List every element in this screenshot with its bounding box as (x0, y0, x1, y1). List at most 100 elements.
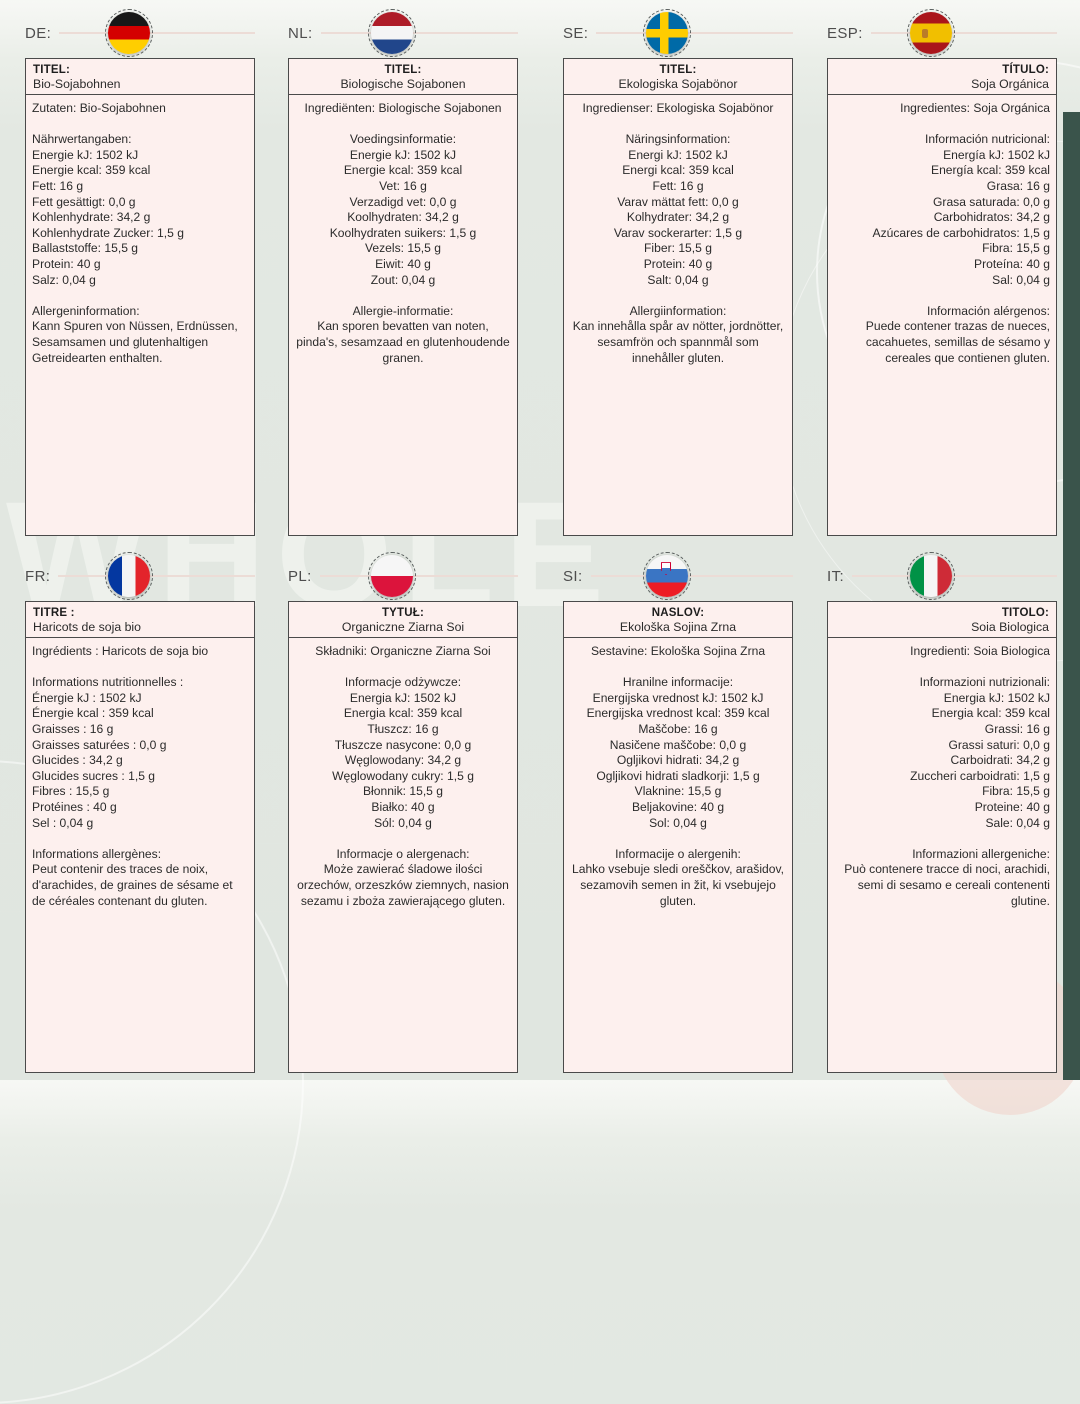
card-text-line: Varav mättat fett: 0,0 g (617, 194, 739, 209)
card-body: Zutaten: Bio-Sojabohnen Nährwertangaben: E… (26, 95, 254, 372)
card-text-line: Fibra: 15,5 g (982, 241, 1050, 256)
card-title-block: TÍTULO: Soja Orgánica (828, 59, 1056, 95)
card-text-line: Graisses saturées : 0,0 g (32, 737, 167, 752)
panel-header: SE: (563, 8, 793, 58)
title-field-label: TITEL: (33, 64, 70, 76)
panel-nl: NL: TITEL: Biologische Sojabonen Ingredi… (288, 8, 518, 536)
card-body: Składniki: Organiczne Ziarna Soi Informac… (289, 638, 517, 915)
card-title-block: TITOLO: Soia Biologica (828, 602, 1056, 638)
card-text-line: Può contenere tracce di noci, arachidi, … (844, 862, 1050, 908)
card-text-line: Sal: 0,04 g (992, 272, 1050, 287)
card-text-line: Maščobe: 16 g (638, 721, 718, 736)
card-text-line: Vezels: 15,5 g (365, 241, 441, 256)
spacer-line (570, 660, 786, 676)
spacer-line (32, 831, 248, 847)
card-text-line: Kan innehålla spår av nötter, jordnötter… (572, 319, 784, 365)
card-text-line: Fibres : 15,5 g (32, 784, 110, 799)
poland-flag-icon (367, 552, 416, 600)
header-divider-line (59, 32, 255, 34)
france-flag-icon (104, 552, 153, 600)
card-text-line: Koolhydraten suikers: 1,5 g (329, 225, 477, 240)
card-body: Ingrediënten: Biologische Sojabonen Voedi… (289, 95, 517, 372)
card-text-line: Informacije o alergenih: (615, 846, 741, 861)
nutrition-label-card: NASLOV: Ekološka Sojina Zrna Sestavine: … (563, 601, 793, 1073)
card-text-line: Énergie kcal : 359 kcal (32, 706, 154, 721)
card-text-line: Protéines : 40 g (32, 799, 117, 814)
card-text-line: Koolhydraten: 34,2 g (347, 210, 459, 225)
product-title: Ekološka Sojina Zrna (619, 620, 737, 634)
panel-header: ESP: (827, 8, 1057, 58)
product-title: Ekologiska Sojabönor (618, 77, 738, 91)
card-body: Sestavine: Ekološka Sojina Zrna Hranilne … (564, 638, 792, 915)
card-text-line: Informations nutritionnelles : (32, 675, 184, 690)
card-text-line: Ingredientes: Soja Orgánica (900, 101, 1050, 115)
spacer-line (570, 117, 786, 133)
card-text-line: Tłuszcze nasycone: 0,0 g (334, 737, 472, 752)
panel-header: DE: (25, 8, 255, 58)
card-text-line: Składniki: Organiczne Ziarna Soi (315, 644, 491, 658)
title-field-label: TITRE : (33, 607, 75, 619)
card-text-line: Ballaststoffe: 15,5 g (32, 241, 139, 256)
card-text-line: Ingrédients : Haricots de soja bio (32, 644, 209, 658)
card-text-line: Glucides : 34,2 g (32, 753, 123, 768)
card-text-line: Fibra: 15,5 g (982, 784, 1050, 799)
panel-it: IT: TITOLO: Soia Biologica Ingredienti: … (827, 551, 1057, 1073)
card-text-line: Nährwertangaben: (32, 132, 132, 147)
card-text-line: Sale: 0,04 g (985, 815, 1050, 830)
card-text-line: Proteine: 40 g (974, 799, 1050, 814)
language-code-label: SI: (563, 567, 583, 585)
spacer-line (295, 831, 511, 847)
card-body: Ingredienser: Ekologiska Sojabönor Näring… (564, 95, 792, 372)
card-text-line: Energía kJ: 1502 kJ (943, 147, 1050, 162)
card-text-line: Kan sporen bevatten van noten, pinda's, … (296, 319, 510, 365)
card-text-line: Ingredienti: Soia Biologica (910, 644, 1050, 658)
card-text-line: Fett gesättigt: 0,0 g (32, 194, 136, 209)
card-title-block: TITEL: Bio-Sojabohnen (26, 59, 254, 95)
card-text-line: Verzadigd vet: 0,0 g (349, 194, 457, 209)
product-title: Biologische Sojabonen (340, 77, 466, 91)
card-text-line: Ingredienser: Ekologiska Sojabönor (582, 101, 774, 115)
card-text-line: Lahko vsebuje sledi oreščkov, arašidov, … (572, 862, 784, 908)
language-code-label: IT: (827, 567, 845, 585)
panel-pl: PL: TYTUŁ: Organiczne Ziarna Soi Składni… (288, 551, 518, 1073)
panel-es: ESP: TÍTULO: Soja Orgánica Ingredientes:… (827, 8, 1057, 536)
title-field-label: NASLOV: (651, 607, 705, 619)
card-text-line: Kohlenhydrate: 34,2 g (32, 210, 151, 225)
card-text-line: Carboidrati: 34,2 g (950, 753, 1051, 768)
card-text-line: Ingrediënten: Biologische Sojabonen (304, 101, 502, 115)
card-text-line: Proteína: 40 g (974, 256, 1050, 271)
card-text-line: Zuccheri carboidrati: 1,5 g (910, 768, 1050, 783)
card-text-line: Vet: 16 g (379, 178, 427, 193)
header-divider-line (58, 575, 255, 577)
card-text-line: Może zawierać śladowe ilości orzechów, o… (297, 862, 509, 908)
card-text-line: Zutaten: Bio-Sojabohnen (32, 101, 166, 115)
panel-fr: FR: TITRE : Haricots de soja bio Ingrédi… (25, 551, 255, 1073)
language-code-label: PL: (288, 567, 312, 585)
card-text-line: Energi kcal: 359 kcal (622, 163, 734, 178)
language-code-label: SE: (563, 24, 589, 42)
card-text-line: Allergiinformation: (629, 303, 727, 318)
card-text-line: Informacje odżywcze: (344, 675, 462, 690)
card-text-line: Peut contenir des traces de noix, d'arac… (32, 862, 233, 908)
nutrition-label-card: TITEL: Bio-Sojabohnen Zutaten: Bio-Sojab… (25, 58, 255, 536)
spacer-line (834, 117, 1050, 133)
card-text-line: Voedingsinformatie: (349, 132, 457, 147)
card-text-line: Fett: 16 g (652, 178, 704, 193)
header-divider-line (852, 575, 1057, 577)
language-code-label: ESP: (827, 24, 863, 42)
nutrition-label-card: TITEL: Biologische Sojabonen Ingrediënte… (288, 58, 518, 536)
language-code-label: FR: (25, 567, 51, 585)
title-field-label: TÍTULO: (1002, 64, 1049, 76)
panel-header: PL: (288, 551, 518, 601)
title-field-label: TITEL: (659, 64, 697, 76)
spacer-line (295, 288, 511, 304)
card-text-line: Informations allergènes: (32, 846, 162, 861)
card-text-line: Informazioni nutrizionali: (919, 675, 1050, 690)
card-text-line: Energia kcal: 359 kcal (343, 706, 463, 721)
panel-se: SE: TITEL: Ekologiska Sojabönor Ingredie… (563, 8, 793, 536)
title-field-label: TYTUŁ: (381, 607, 425, 619)
card-text-line: Energia kcal: 359 kcal (931, 706, 1050, 721)
card-text-line: Kohlenhydrate Zucker: 1,5 g (32, 225, 184, 240)
card-text-line: Informacje o alergenach: (336, 846, 470, 861)
slovenia-flag-icon (642, 552, 691, 600)
